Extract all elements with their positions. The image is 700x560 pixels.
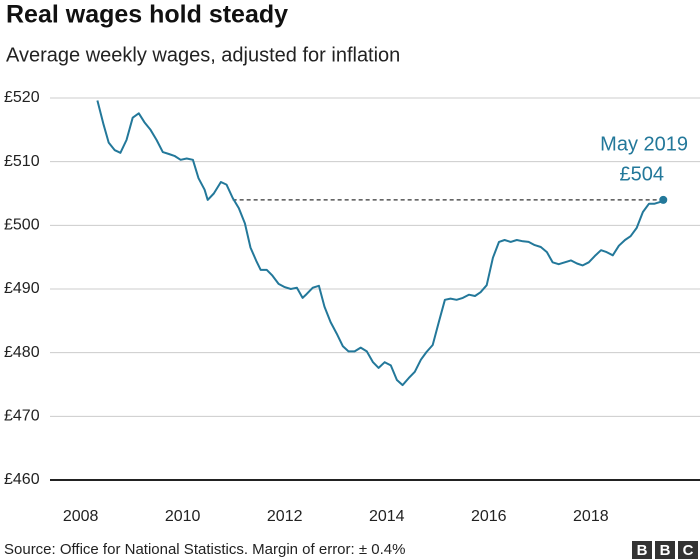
x-tick-label: 2008 (63, 508, 99, 525)
logo-letter: C (683, 542, 694, 559)
chart-title: Real wages hold steady (6, 1, 288, 29)
annotation-value: £504 (620, 163, 665, 185)
y-tick-label: £490 (4, 280, 40, 297)
x-tick-label: 2018 (573, 508, 609, 525)
logo-box (678, 541, 698, 559)
data-line (96, 100, 664, 387)
x-tick-label: 2014 (369, 508, 405, 525)
end-point (659, 195, 668, 204)
x-tick-label: 2012 (267, 508, 303, 525)
x-tick-label: 2010 (165, 508, 201, 525)
y-tick-label: £470 (4, 408, 40, 425)
y-tick-label: £460 (4, 471, 40, 488)
y-tick-label: £510 (4, 153, 40, 170)
x-tick-label: 2016 (471, 508, 507, 525)
logo-box (655, 541, 675, 559)
logo-letter: B (660, 542, 671, 559)
annotation-label: May 2019 (600, 133, 688, 155)
chart-subtitle: Average weekly wages, adjusted for infla… (6, 44, 400, 66)
logo-letter: B (637, 542, 648, 559)
y-tick-label: £500 (4, 217, 40, 234)
logo-box (632, 541, 652, 559)
y-tick-label: £480 (4, 344, 40, 361)
y-tick-label: £520 (4, 89, 40, 106)
source: Source: Office for National Statistics. … (4, 541, 405, 558)
